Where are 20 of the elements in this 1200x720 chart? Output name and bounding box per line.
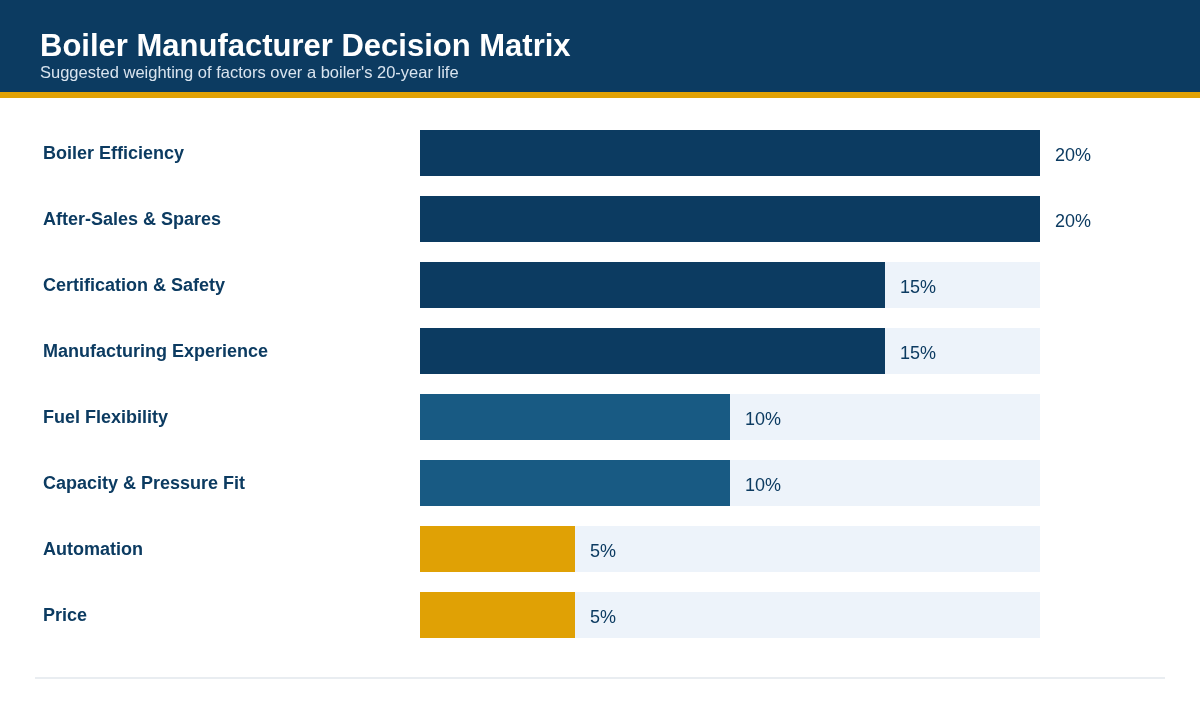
data-label: 5% xyxy=(590,607,617,628)
text: Suggested weighting of factors over a boiler's 20-year life xyxy=(40,63,459,81)
bar xyxy=(420,196,1040,242)
y-tick-label: Fuel Flexibility xyxy=(43,407,169,428)
data-label: 20% xyxy=(1055,145,1092,166)
chart-title: Boiler Manufacturer Decision Matrix xyxy=(40,28,572,63)
data-label: 15% xyxy=(900,277,937,298)
y-tick-label: Automation xyxy=(43,539,143,560)
y-tick-label: After-Sales & Spares xyxy=(43,209,222,230)
y-tick-label: Certification & Safety xyxy=(43,275,226,296)
data-label: 20% xyxy=(1055,211,1092,232)
data-label: 10% xyxy=(745,475,782,496)
data-label: 15% xyxy=(900,343,937,364)
data-label: 5% xyxy=(590,541,617,562)
y-tick-label: Capacity & Pressure Fit xyxy=(43,473,246,494)
y-tick-label: Manufacturing Experience xyxy=(43,341,269,362)
y-tick-label: Price xyxy=(43,605,88,626)
data-label: 10% xyxy=(745,409,782,430)
bar xyxy=(420,130,1040,176)
y-tick-label: Boiler Efficiency xyxy=(43,143,185,164)
